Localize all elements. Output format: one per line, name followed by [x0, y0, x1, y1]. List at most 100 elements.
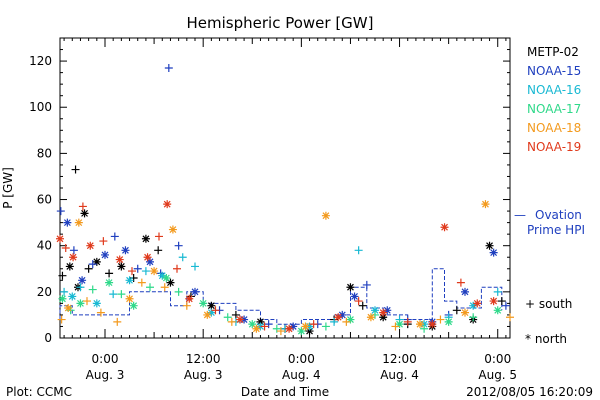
- data-point-north: [92, 299, 101, 308]
- data-point-north: [207, 301, 216, 310]
- data-point-north: [285, 324, 294, 333]
- data-point-north: [473, 299, 482, 308]
- x-tick-label-time: 0:00: [288, 352, 315, 366]
- data-point-south: [173, 264, 181, 273]
- data-point-north: [69, 253, 78, 262]
- x-tick-label-date: Aug. 3: [86, 368, 125, 382]
- data-point-south: [78, 202, 87, 211]
- data-point-north: [64, 304, 73, 312]
- data-point-south: [160, 283, 169, 292]
- data-point-south: [174, 241, 183, 250]
- legend-item-metp-02: METP-02: [527, 45, 579, 59]
- data-point-south: [272, 324, 281, 333]
- data-point-north: [162, 274, 171, 282]
- data-point-south: [174, 287, 183, 296]
- data-point-south: [354, 297, 363, 306]
- data-point-north: [485, 241, 494, 250]
- data-point-north: [395, 320, 404, 329]
- legend-item-noaa-16: NOAA-16: [527, 83, 581, 97]
- data-point-south: [354, 246, 363, 255]
- data-point-north: [158, 271, 167, 280]
- x-tick-label-date: Aug. 4: [282, 368, 321, 382]
- footer-timestamp: 2012/08/05 16:20:09: [466, 385, 593, 399]
- data-point-north: [207, 308, 216, 317]
- data-point-south: [321, 322, 330, 331]
- data-point-south: [371, 310, 379, 319]
- series-noaa-17: [58, 274, 502, 336]
- data-point-south: [99, 237, 108, 246]
- data-point-south: [58, 271, 67, 280]
- data-point-south: [110, 232, 119, 241]
- y-tick-label: 100: [29, 100, 52, 114]
- data-point-north: [383, 306, 392, 315]
- data-point-north: [117, 262, 126, 271]
- data-point-south: [227, 317, 236, 326]
- legend-item-noaa-18: NOAA-18: [527, 121, 581, 135]
- data-point-north: [301, 322, 310, 331]
- data-point-north: [338, 310, 347, 319]
- series-noaa-19: [56, 200, 498, 333]
- y-tick-label: 60: [37, 193, 52, 207]
- data-point-north: [350, 292, 359, 301]
- data-point-south: [223, 313, 232, 322]
- data-point-north: [461, 308, 469, 317]
- data-point-north: [346, 315, 355, 324]
- data-point-south: [154, 246, 163, 255]
- data-point-north: [248, 320, 257, 329]
- y-tick-label: 20: [37, 285, 52, 299]
- legend-marker-south: + south: [525, 297, 572, 311]
- data-point-north: [440, 223, 449, 232]
- data-point-south: [403, 317, 412, 326]
- data-point-north: [240, 315, 249, 324]
- data-point-south: [358, 301, 367, 310]
- data-point-north: [56, 234, 64, 243]
- data-point-north: [129, 301, 138, 310]
- data-point-north: [76, 299, 85, 308]
- data-point-south: [231, 310, 240, 319]
- data-point-north: [493, 306, 502, 315]
- data-point-south: [276, 327, 285, 336]
- ovation-legend-dash: —: [514, 208, 526, 222]
- data-point-north: [379, 313, 388, 322]
- data-point-north: [68, 292, 77, 301]
- data-point-north: [420, 320, 429, 329]
- data-point-north: [86, 241, 95, 250]
- legend-item-noaa-15: NOAA-15: [527, 64, 581, 78]
- data-point-south: [56, 207, 65, 216]
- data-point-north: [121, 246, 130, 255]
- data-point-north: [125, 276, 134, 285]
- legend-item-noaa-19: NOAA-19: [527, 140, 581, 154]
- data-point-south: [117, 290, 126, 299]
- data-point-north: [168, 225, 177, 234]
- data-point-north: [461, 287, 469, 296]
- y-axis: 0 20 40 60 80 100 120: [29, 37, 510, 345]
- data-point-north: [379, 308, 388, 317]
- data-point-north: [321, 211, 330, 220]
- x-tick-label-time: 12:00: [186, 352, 221, 366]
- x-tick-label-date: Aug. 5: [478, 368, 517, 382]
- data-point-north: [489, 248, 498, 257]
- data-point-south: [436, 315, 445, 324]
- data-point-north: [125, 294, 134, 303]
- data-point-south: [61, 244, 70, 252]
- data-point-north: [297, 327, 306, 336]
- data-point-south: [260, 322, 269, 331]
- data-point-south: [133, 264, 142, 273]
- data-point-north: [428, 320, 437, 329]
- data-point-north: [289, 322, 298, 331]
- data-point-north: [185, 294, 194, 303]
- data-point-north: [199, 299, 208, 308]
- data-point-north: [166, 278, 175, 287]
- data-point-north: [256, 317, 265, 326]
- data-point-north: [346, 283, 355, 292]
- data-point-north: [444, 317, 453, 326]
- data-point-north: [236, 315, 244, 324]
- data-point-south: [69, 246, 78, 255]
- x-tick-label-time: 0:00: [484, 352, 511, 366]
- data-point-north: [78, 276, 87, 285]
- data-point-south: [129, 274, 138, 282]
- data-point-north: [150, 267, 159, 276]
- data-point-south: [330, 317, 339, 326]
- data-point-north: [305, 322, 314, 331]
